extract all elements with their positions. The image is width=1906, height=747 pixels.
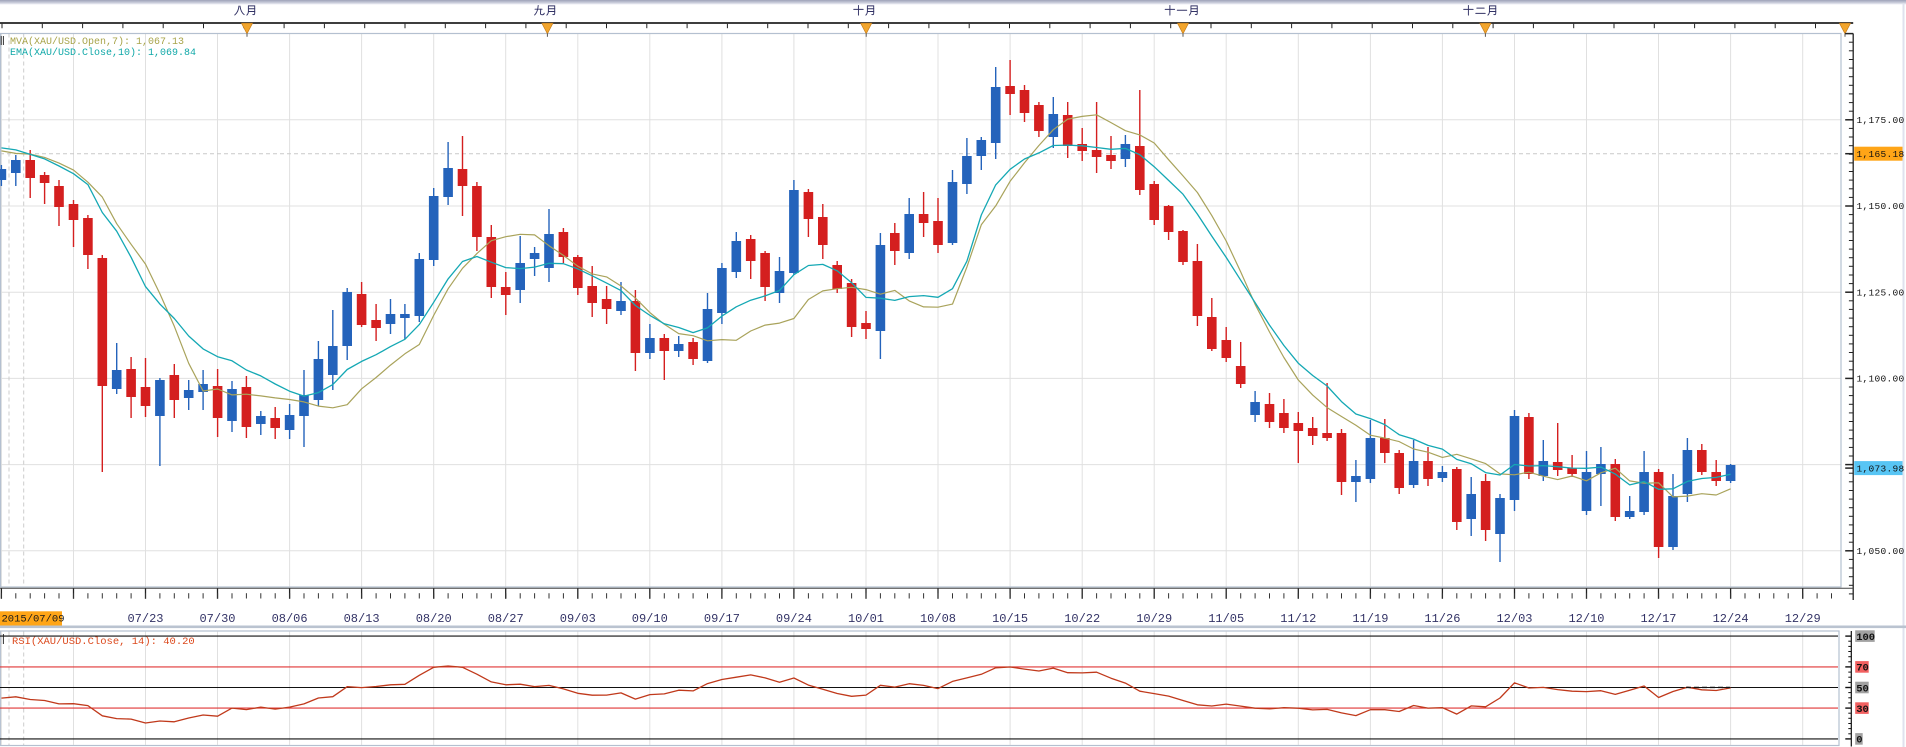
svg-text:2015/07/09: 2015/07/09 [2, 614, 65, 626]
svg-text:1,165.18: 1,165.18 [1857, 149, 1905, 160]
svg-text:11/12: 11/12 [1280, 612, 1316, 626]
svg-text:100: 100 [1856, 632, 1875, 644]
svg-text:12/17: 12/17 [1640, 612, 1676, 626]
svg-text:1,100.00: 1,100.00 [1857, 374, 1905, 385]
svg-text:MVA(XAU/USD.Open,7): 1,067.13: MVA(XAU/USD.Open,7): 1,067.13 [10, 36, 184, 48]
svg-text:30: 30 [1856, 704, 1869, 716]
svg-text:RSI(XAU/USD.Close, 14): 40.20: RSI(XAU/USD.Close, 14): 40.20 [12, 636, 195, 648]
svg-text:12/10: 12/10 [1568, 612, 1604, 626]
svg-text:50: 50 [1856, 683, 1869, 695]
svg-text:12/29: 12/29 [1785, 612, 1821, 626]
svg-text:1,073.98: 1,073.98 [1857, 463, 1905, 474]
svg-text:11/19: 11/19 [1352, 612, 1388, 626]
svg-text:10/29: 10/29 [1136, 612, 1172, 626]
svg-text:EMA(XAU/USD.Close,10): 1,069.: EMA(XAU/USD.Close,10): 1,069.84 [10, 47, 196, 59]
svg-text:08/06: 08/06 [272, 612, 308, 626]
svg-text:1,050.00: 1,050.00 [1857, 546, 1905, 557]
svg-text:12/03: 12/03 [1496, 612, 1532, 626]
svg-text:1,125.00: 1,125.00 [1857, 287, 1905, 298]
svg-text:1,150.00: 1,150.00 [1857, 201, 1905, 212]
svg-text:09/03: 09/03 [560, 612, 596, 626]
svg-text:10/01: 10/01 [848, 612, 884, 626]
svg-text:08/13: 08/13 [344, 612, 380, 626]
svg-text:11/05: 11/05 [1208, 612, 1244, 626]
svg-text:12/24: 12/24 [1713, 612, 1749, 626]
svg-text:0: 0 [1856, 735, 1862, 747]
svg-text:09/24: 09/24 [776, 612, 812, 626]
svg-text:08/20: 08/20 [416, 612, 452, 626]
svg-text:11/26: 11/26 [1424, 612, 1460, 626]
svg-text:09/10: 09/10 [632, 612, 668, 626]
svg-text:07/23: 07/23 [127, 612, 163, 626]
svg-text:10/08: 10/08 [920, 612, 956, 626]
svg-text:07/30: 07/30 [199, 612, 235, 626]
svg-text:70: 70 [1856, 663, 1869, 675]
svg-text:10/22: 10/22 [1064, 612, 1100, 626]
svg-text:09/17: 09/17 [704, 612, 740, 626]
svg-text:08/27: 08/27 [488, 612, 524, 626]
svg-text:1,175.00: 1,175.00 [1857, 115, 1905, 126]
svg-text:10/15: 10/15 [992, 612, 1028, 626]
